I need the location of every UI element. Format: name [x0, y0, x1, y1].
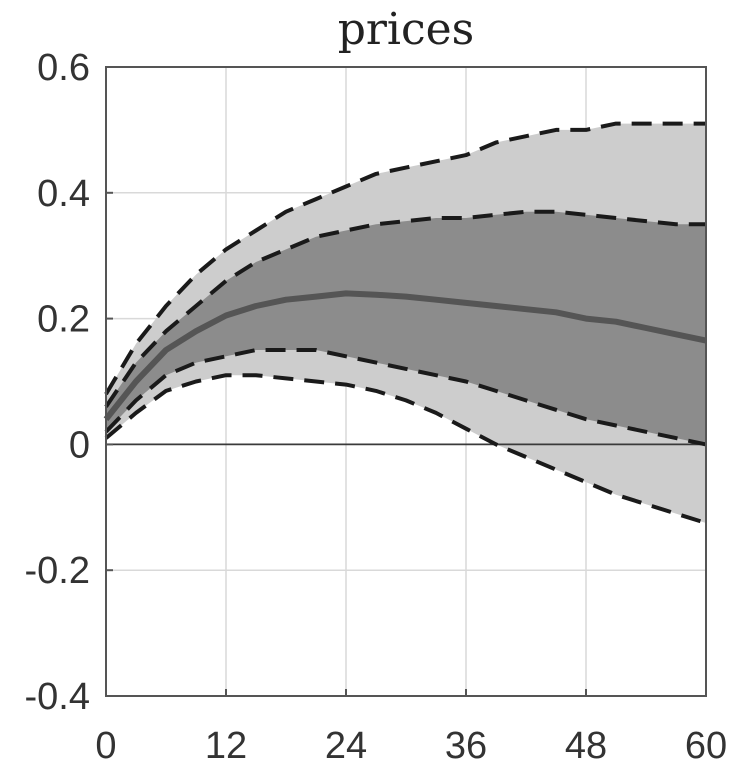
y-tick-label: 0.4	[37, 173, 90, 215]
x-tick-label: 24	[325, 725, 367, 767]
outer-lower-bound-line	[104, 373, 707, 525]
x-tick-label: 60	[685, 725, 727, 767]
y-tick-label: 0	[69, 424, 90, 466]
chart-title: prices	[338, 4, 475, 55]
inner-lower-bound-line	[104, 348, 707, 447]
y-tick-label: -0.4	[25, 676, 90, 718]
x-tick-label: 36	[445, 725, 487, 767]
inner-upper-bound-line	[104, 209, 706, 408]
y-axis-ticks: -0.4 -0.2 0 0.2 0.4 0.6	[25, 47, 113, 718]
x-tick-label: 12	[205, 725, 247, 767]
x-axis-ticks: 0 12 24 36 48 60	[95, 689, 727, 767]
x-tick-label: 0	[95, 725, 116, 767]
x-tick-label: 48	[565, 725, 607, 767]
median-response-line	[103, 290, 707, 422]
y-tick-label: 0.2	[37, 299, 90, 341]
outer-upper-bound-line	[104, 121, 706, 396]
inner-confidence-band	[106, 211, 706, 445]
plot-frame	[105, 66, 707, 697]
series-lines	[103, 121, 707, 525]
y-tick-label: -0.2	[25, 550, 90, 592]
y-tick-label: 0.6	[37, 47, 90, 89]
confidence-bands	[106, 123, 706, 523]
